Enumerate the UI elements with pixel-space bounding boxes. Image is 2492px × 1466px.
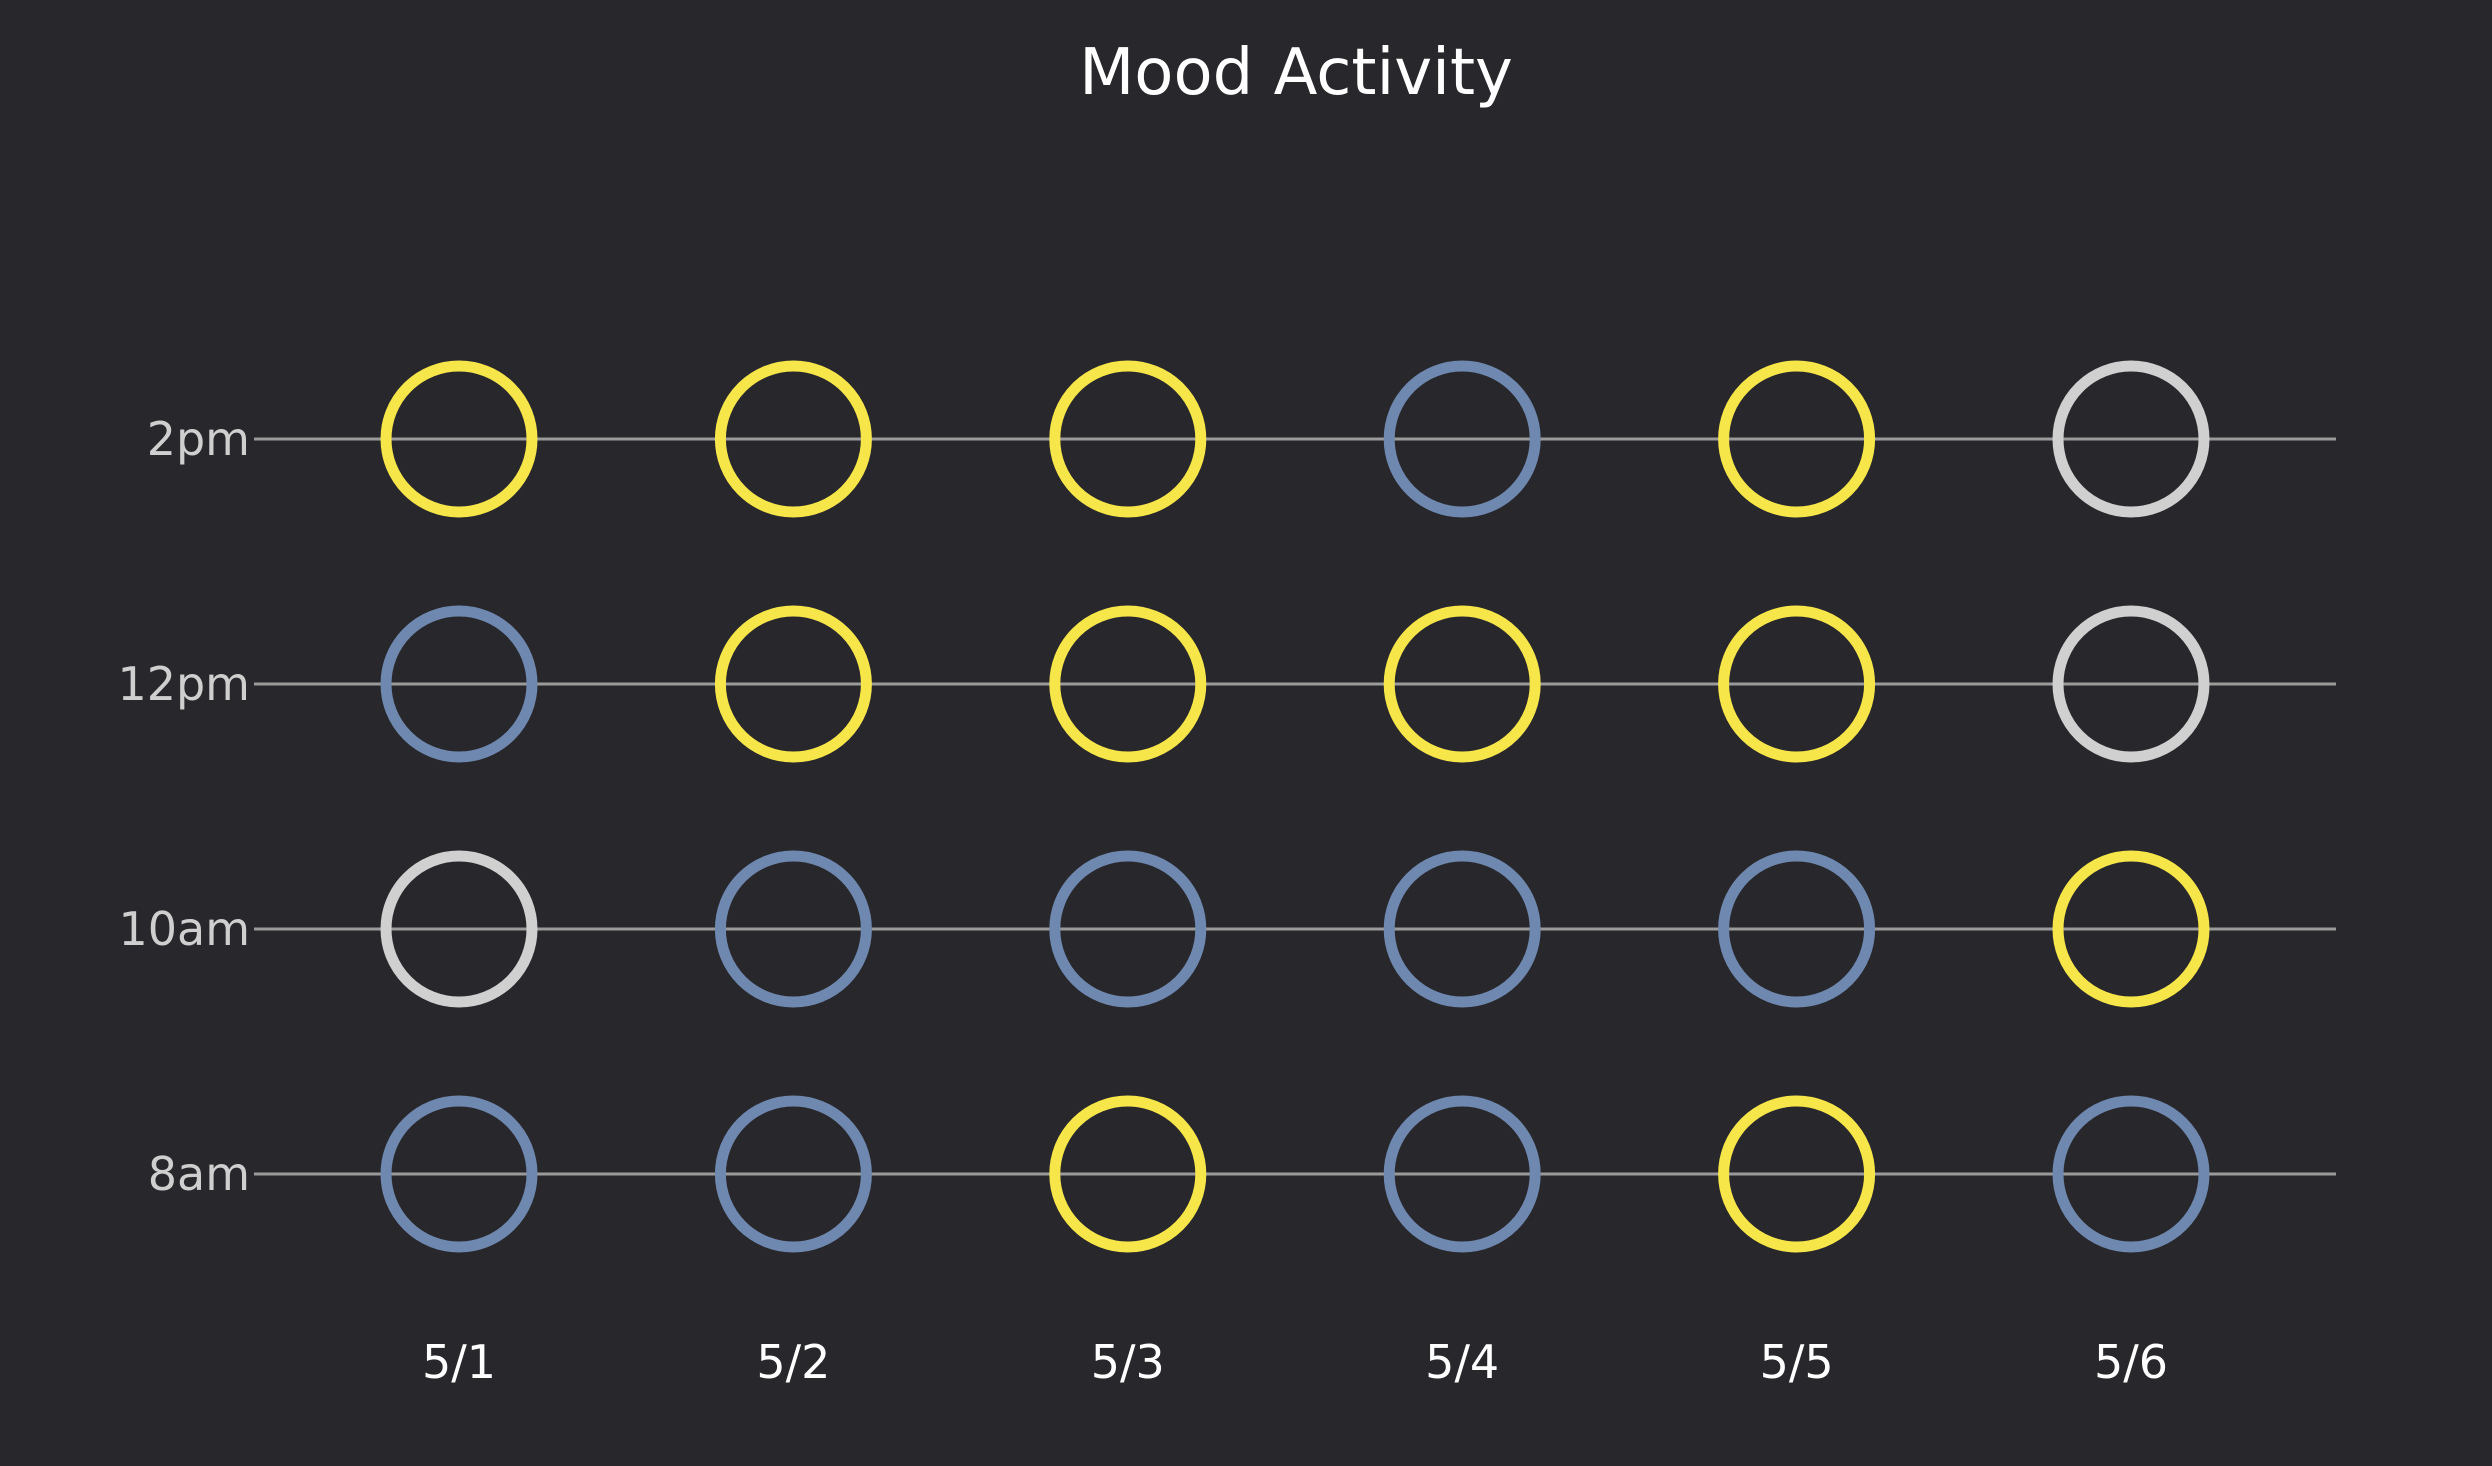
column-label-5-6: 5/6	[2094, 1335, 2168, 1389]
mood-point-5-6-12pm[interactable]	[2052, 605, 2210, 763]
row-label-10am: 10am	[118, 902, 250, 956]
mood-point-5-1-8am[interactable]	[380, 1095, 538, 1253]
column-label-5-2: 5/2	[756, 1335, 830, 1389]
row-label-8am: 8am	[148, 1147, 250, 1201]
column-label-5-5: 5/5	[1760, 1335, 1834, 1389]
rows-layer: 2pm 12pm 10am 8am	[117, 360, 2336, 1253]
mood-point-5-1-10am[interactable]	[380, 850, 538, 1008]
mood-point-5-3-10am[interactable]	[1049, 850, 1207, 1008]
mood-point-5-3-8am[interactable]	[1049, 1095, 1207, 1253]
column-label-5-3: 5/3	[1091, 1335, 1165, 1389]
column-label-5-4: 5/4	[1425, 1335, 1499, 1389]
chart-title: Mood Activity	[1079, 36, 1513, 110]
mood-point-5-6-8am[interactable]	[2052, 1095, 2210, 1253]
mood-point-5-4-8am[interactable]	[1383, 1095, 1541, 1253]
mood-point-5-4-2pm[interactable]	[1383, 360, 1541, 518]
row-label-2pm: 2pm	[147, 412, 250, 466]
mood-point-5-5-12pm[interactable]	[1718, 605, 1876, 763]
mood-point-5-6-10am[interactable]	[2052, 850, 2210, 1008]
column-label-5-1: 5/1	[422, 1335, 496, 1389]
mood-point-5-2-12pm[interactable]	[714, 605, 872, 763]
mood-point-5-3-2pm[interactable]	[1049, 360, 1207, 518]
mood-point-5-5-10am[interactable]	[1718, 850, 1876, 1008]
mood-point-5-1-2pm[interactable]	[380, 360, 538, 518]
mood-point-5-4-10am[interactable]	[1383, 850, 1541, 1008]
mood-point-5-1-12pm[interactable]	[380, 605, 538, 763]
mood-point-5-6-2pm[interactable]	[2052, 360, 2210, 518]
mood-point-5-2-8am[interactable]	[714, 1095, 872, 1253]
mood-point-5-2-2pm[interactable]	[714, 360, 872, 518]
mood-point-5-4-12pm[interactable]	[1383, 605, 1541, 763]
mood-point-5-3-12pm[interactable]	[1049, 605, 1207, 763]
mood-point-5-5-2pm[interactable]	[1718, 360, 1876, 518]
mood-point-5-5-8am[interactable]	[1718, 1095, 1876, 1253]
mood-point-5-2-10am[interactable]	[714, 850, 872, 1008]
column-labels-layer: 5/1 5/2 5/3 5/4 5/5 5/6	[422, 1335, 2168, 1389]
row-label-12pm: 12pm	[117, 657, 250, 711]
